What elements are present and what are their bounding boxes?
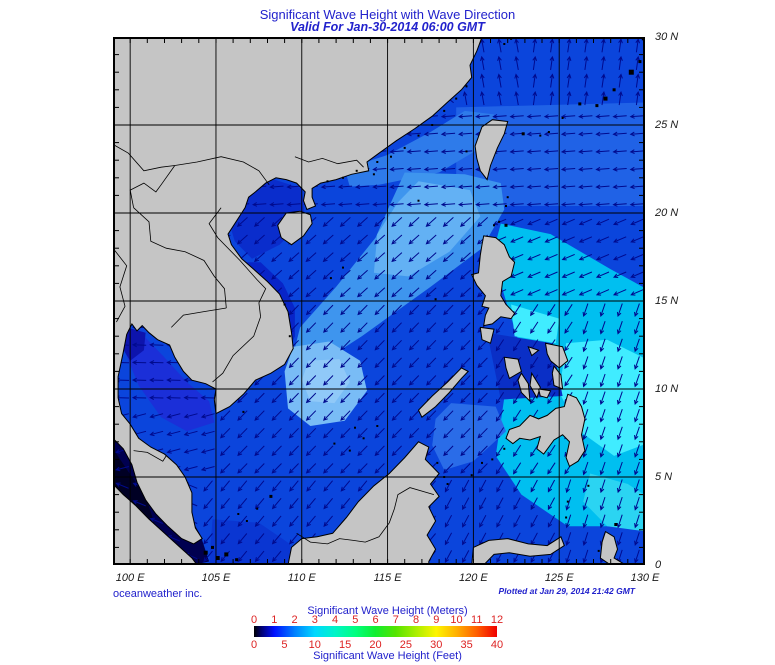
- lon-label: 115 E: [373, 572, 402, 584]
- meters-tick: 6: [372, 614, 379, 626]
- land-polygon: [551, 364, 564, 390]
- lat-label: 0: [655, 559, 662, 571]
- feet-tick: 25: [399, 639, 412, 651]
- feet-tick: 20: [369, 639, 382, 651]
- meters-tick: 2: [291, 614, 298, 626]
- land-polygon: [503, 356, 522, 380]
- land-polygon: [417, 367, 470, 418]
- lon-label: 105 E: [201, 572, 231, 584]
- colorbar: [254, 626, 497, 637]
- land-polygon: [470, 235, 516, 327]
- meters-tick: 7: [392, 614, 399, 626]
- lat-label: 5 N: [655, 471, 673, 483]
- page-title: Significant Wave Height with Wave Direct…: [259, 7, 516, 22]
- credit-text: oceanweather inc.: [113, 588, 203, 600]
- lat-label: 20 N: [655, 207, 679, 219]
- meters-tick: 4: [331, 614, 339, 626]
- land-polygon: [287, 441, 440, 566]
- feet-tick: 0: [250, 639, 258, 651]
- meters-tick: 1: [271, 614, 278, 626]
- page-subtitle: Valid For Jan-30-2014 06:00 GMT: [290, 20, 485, 34]
- feet-tick: 30: [430, 639, 443, 651]
- lon-label: 120 E: [459, 572, 488, 584]
- land-polygon: [529, 371, 541, 400]
- wave-map: [112, 36, 663, 566]
- land-polygon: [505, 393, 586, 468]
- land-polygon: [479, 326, 495, 344]
- lat-label: 15 N: [655, 295, 679, 307]
- land-polygon: [537, 388, 552, 399]
- plotted-timestamp: Plotted at Jan 29, 2014 21:42 GMT: [498, 586, 635, 596]
- map-frame: [113, 37, 645, 565]
- lon-label: 130 E: [630, 572, 660, 584]
- lon-label: 125 E: [544, 572, 574, 584]
- land-layer: [112, 36, 625, 566]
- meters-tick: 0: [250, 614, 258, 626]
- feet-tick: 40: [490, 639, 504, 651]
- lon-label: 100 E: [115, 572, 145, 584]
- meters-tick: 10: [450, 614, 463, 626]
- land-polygon: [474, 119, 509, 181]
- lon-label: 110 E: [287, 572, 316, 584]
- meters-tick: 3: [311, 614, 318, 626]
- lat-label: 25 N: [655, 119, 679, 131]
- feet-tick: 10: [308, 639, 321, 651]
- legend-feet-label: Significant Wave Height (Feet): [313, 650, 462, 662]
- feet-tick: 15: [339, 639, 352, 651]
- meters-tick: 11: [471, 614, 483, 626]
- meters-tick: 9: [433, 614, 440, 626]
- land-polygon: [277, 210, 313, 246]
- feet-tick: 5: [281, 639, 288, 651]
- legend-meters-label: Significant Wave Height (Meters): [307, 605, 468, 617]
- country-borders: [112, 144, 435, 545]
- meters-tick: 12: [490, 614, 504, 626]
- land-polygon: [599, 530, 625, 566]
- meters-tick: 5: [352, 614, 359, 626]
- feet-tick: 35: [460, 639, 473, 651]
- land-polygon: [517, 372, 531, 403]
- lat-label: 30 N: [655, 31, 679, 43]
- meters-tick: 8: [412, 614, 420, 626]
- lat-label: 10 N: [655, 383, 679, 395]
- graticule: [113, 37, 645, 565]
- land-polygon: [527, 345, 540, 357]
- land-polygon: [471, 536, 565, 566]
